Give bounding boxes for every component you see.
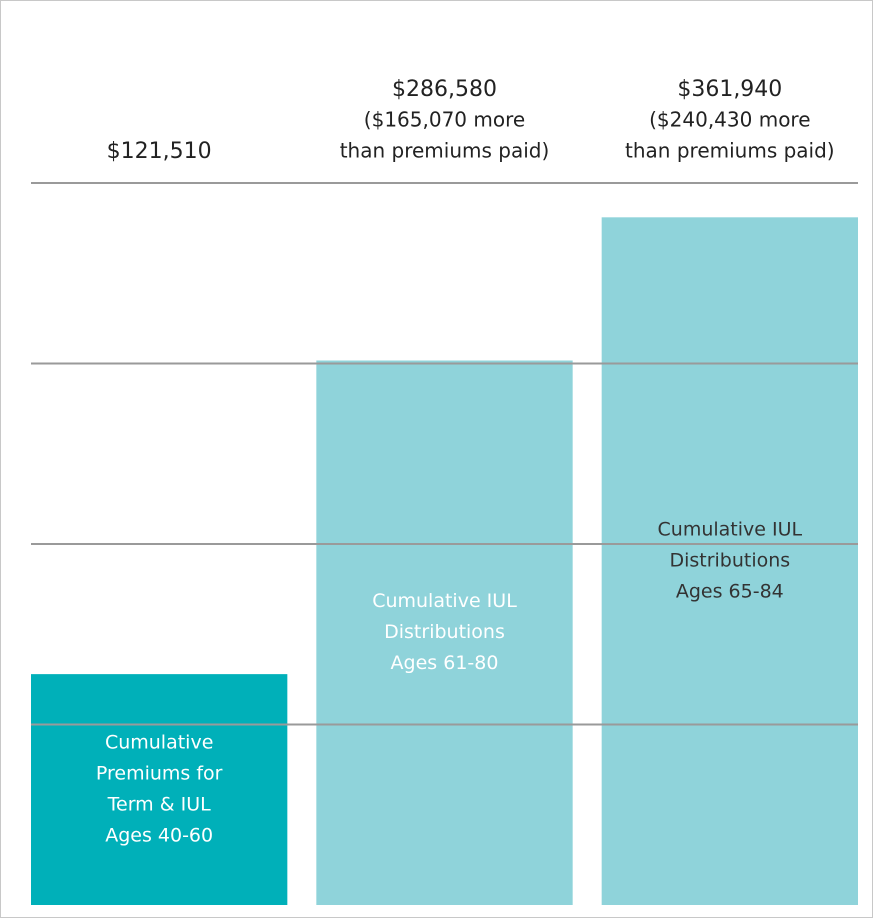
- value-note: than premiums paid): [625, 139, 835, 163]
- bar-category-label: Ages 61-80: [391, 652, 499, 674]
- value-note: ($165,070 more: [364, 108, 525, 132]
- value-label: $286,580: [392, 77, 497, 102]
- bar-category-label: Term & IUL: [107, 794, 211, 816]
- bar-category-label: Ages 40-60: [105, 825, 213, 847]
- bar: [316, 360, 573, 905]
- bar-category-label: Cumulative IUL: [658, 519, 803, 541]
- value-note: than premiums paid): [340, 139, 550, 163]
- bar-group: Cumulative IUL Distributions Ages 65-84: [601, 217, 858, 906]
- bar-category-label: Distributions: [384, 621, 505, 643]
- bar-category-label: Premiums for: [96, 763, 223, 785]
- value-label: $361,940: [677, 77, 782, 102]
- bar-category-label: Distributions: [669, 550, 790, 572]
- value-note: ($240,430 more: [649, 108, 810, 132]
- bar-group: Cumulative IUL Distributions Ages 61-80: [316, 360, 573, 905]
- bar-category-label: Ages 65-84: [676, 581, 784, 603]
- bar-group: Cumulative Premiums for Term & IUL Ages 40-…: [31, 674, 288, 905]
- bar: [601, 217, 858, 906]
- bar-category-label: Cumulative: [105, 732, 213, 754]
- value-label: $121,510: [107, 139, 212, 164]
- bar: [31, 674, 288, 905]
- bar-category-label: Cumulative IUL: [372, 590, 517, 612]
